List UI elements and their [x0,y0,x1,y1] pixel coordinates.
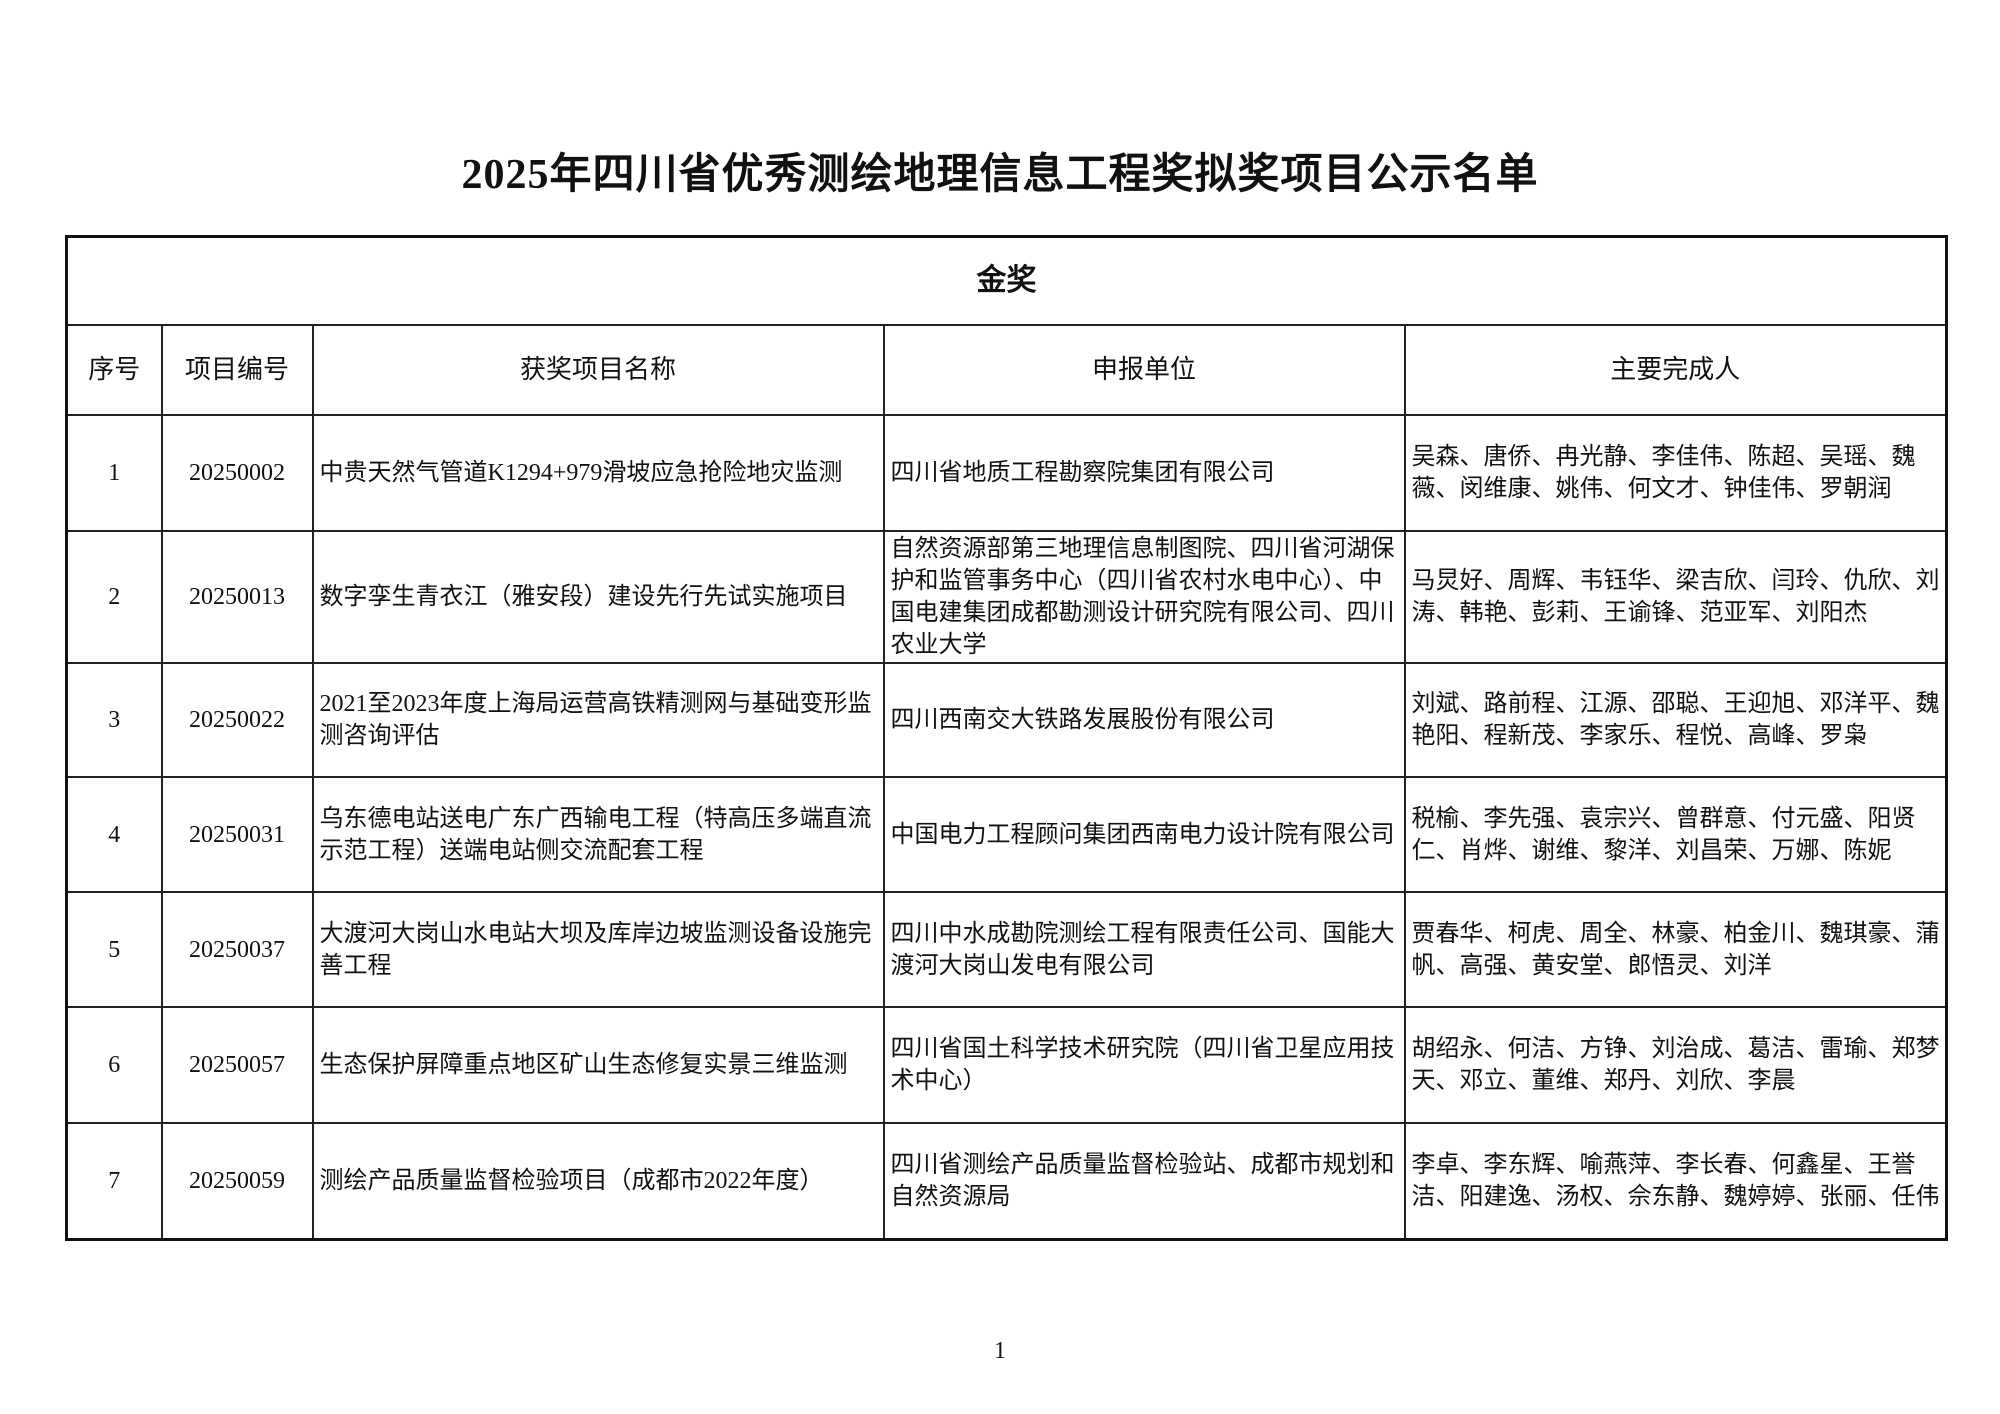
column-header-no: 序号 [65,324,163,416]
page-number: 1 [994,1338,1006,1364]
column-header-people: 主要完成人 [1403,324,1948,416]
award-level-row: 金奖 [65,235,1948,326]
row-number: 7 [65,1122,163,1240]
main-contributors: 吴森、唐侨、冉光静、李佳伟、陈超、吴瑶、魏薇、闵维康、姚伟、何文才、钟佳伟、罗朝… [1403,414,1948,532]
declaring-unit: 自然资源部第三地理信息制图院、四川省河湖保护和监管事务中心（四川省农村水电中心）… [882,530,1406,664]
row-number: 2 [65,530,163,664]
table-row: 4 20250031 乌东德电站送电广东广西输电工程（特高压多端直流示范工程）送端电… [65,776,1948,893]
declaring-unit: 四川省地质工程勘察院集团有限公司 [882,414,1406,532]
table-row: 2 20250013 数字孪生青衣江（雅安段）建设先行先试实施项目 自然资源部第三地理… [65,530,1948,664]
row-number: 6 [65,1006,163,1124]
declaring-unit: 四川西南交大铁路发展股份有限公司 [882,662,1406,778]
declaring-unit: 中国电力工程顾问集团西南电力设计院有限公司 [882,776,1406,893]
project-code: 20250031 [160,776,314,893]
row-number: 5 [65,891,163,1008]
table-row: 5 20250037 大渡河大岗山水电站大坝及库岸边坡监测设备设施完善工程 四川中水成… [65,891,1948,1008]
column-header-unit: 申报单位 [882,324,1406,416]
main-contributors: 税榆、李先强、袁宗兴、曾群意、付元盛、阳贤仁、肖烨、谢维、黎洋、刘昌荣、万娜、陈… [1403,776,1948,893]
project-name: 生态保护屏障重点地区矿山生态修复实景三维监测 [311,1006,885,1124]
project-name: 2021至2023年度上海局运营高铁精测网与基础变形监测咨询评估 [311,662,885,778]
project-code: 20250057 [160,1006,314,1124]
declaring-unit: 四川省国土科学技术研究院（四川省卫星应用技术中心） [882,1006,1406,1124]
table-row: 3 20250022 2021至2023年度上海局运营高铁精测网与基础变形监测咨询评… [65,662,1948,778]
page-title: 2025年四川省优秀测绘地理信息工程奖拟奖项目公示名单 [461,152,1539,198]
row-number: 4 [65,776,163,893]
main-contributors: 贾春华、柯虎、周全、林豪、柏金川、魏琪豪、蒲帆、高强、黄安堂、郎悟灵、刘洋 [1403,891,1948,1008]
project-code: 20250013 [160,530,314,664]
project-code: 20250002 [160,414,314,532]
row-number: 1 [65,414,163,532]
project-code: 20250037 [160,891,314,1008]
project-name: 大渡河大岗山水电站大坝及库岸边坡监测设备设施完善工程 [311,891,885,1008]
project-name: 数字孪生青衣江（雅安段）建设先行先试实施项目 [311,530,885,664]
table-row: 6 20250057 生态保护屏障重点地区矿山生态修复实景三维监测 四川省国土科学技术… [65,1006,1948,1124]
declaring-unit: 四川中水成勘院测绘工程有限责任公司、国能大渡河大岗山发电有限公司 [882,891,1406,1008]
column-header-code: 项目编号 [160,324,314,416]
table-row: 1 20250002 中贵天然气管道K1294+979滑坡应急抢险地灾监测 四川省地质… [65,414,1948,532]
main-contributors: 刘斌、路前程、江源、邵聪、王迎旭、邓洋平、魏艳阳、程新茂、李家乐、程悦、高峰、罗… [1403,662,1948,778]
main-contributors: 李卓、李东辉、喻燕萍、李长春、何鑫星、王誉洁、阳建逸、汤权、佘东静、魏婷婷、张丽… [1403,1122,1948,1240]
column-header-project-name: 获奖项目名称 [311,324,885,416]
table-row: 7 20250059 测绘产品质量监督检验项目（成都市2022年度） 四川省测绘产品质… [65,1122,1948,1240]
row-number: 3 [65,662,163,778]
project-code: 20250022 [160,662,314,778]
project-name: 乌东德电站送电广东广西输电工程（特高压多端直流示范工程）送端电站侧交流配套工程 [311,776,885,893]
award-table: 金奖 序号 项目编号 获奖项目名称 申报单位 主要完成人 1 20250002 中贵… [65,235,1948,1241]
declaring-unit: 四川省测绘产品质量监督检验站、成都市规划和自然资源局 [882,1122,1406,1240]
project-name: 测绘产品质量监督检验项目（成都市2022年度） [311,1122,885,1240]
header-row: 序号 项目编号 获奖项目名称 申报单位 主要完成人 [65,324,1948,416]
award-level: 金奖 [65,235,1948,326]
project-code: 20250059 [160,1122,314,1240]
main-contributors: 胡绍永、何洁、方铮、刘治成、葛洁、雷瑜、郑梦天、邓立、董维、郑丹、刘欣、李晨 [1403,1006,1948,1124]
project-name: 中贵天然气管道K1294+979滑坡应急抢险地灾监测 [311,414,885,532]
main-contributors: 马炅好、周辉、韦钰华、梁吉欣、闫玲、仇欣、刘涛、韩艳、彭莉、王谕锋、范亚军、刘阳… [1403,530,1948,664]
